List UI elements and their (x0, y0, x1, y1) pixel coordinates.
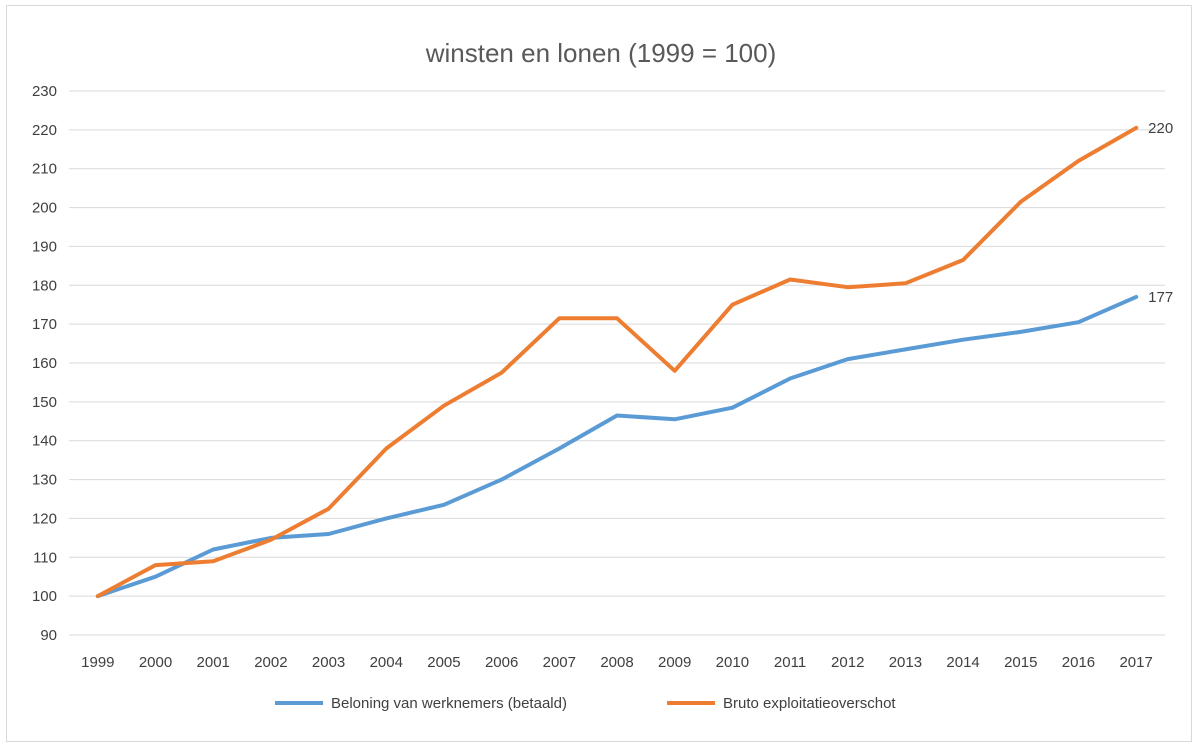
y-tick-label: 130 (32, 472, 57, 489)
series-lines (95, 125, 1139, 599)
x-tick-label: 2016 (1062, 654, 1095, 671)
x-tick-label: 2007 (543, 654, 576, 671)
x-tick-label: 2003 (312, 654, 345, 671)
y-tick-label: 150 (32, 394, 57, 411)
legend-label: Beloning van werknemers (betaald) (331, 695, 567, 712)
legend-label: Bruto exploitatieoverschot (723, 695, 896, 712)
gridlines (69, 90, 1165, 636)
y-tick-label: 140 (32, 433, 57, 450)
end-value-label: 220 (1148, 120, 1173, 137)
y-tick-label: 90 (40, 627, 57, 644)
x-tick-label: 1999 (81, 654, 114, 671)
y-tick-label: 190 (32, 238, 57, 255)
x-tick-label: 2002 (254, 654, 287, 671)
y-tick-label: 100 (32, 588, 57, 605)
x-tick-label: 2001 (197, 654, 230, 671)
y-tick-label: 230 (32, 83, 57, 100)
x-tick-label: 2009 (658, 654, 691, 671)
x-tick-label: 2014 (946, 654, 979, 671)
end-value-label: 177 (1148, 289, 1173, 306)
x-tick-label: 2017 (1119, 654, 1152, 671)
y-axis-ticks: 90 100 110 120 130 140 150 160 170 180 190 200 210 22… (32, 83, 57, 644)
y-tick-label: 180 (32, 277, 57, 294)
chart-title: winsten en lonen (1999 = 100) (425, 38, 777, 68)
x-tick-label: 2012 (831, 654, 864, 671)
x-tick-label: 2004 (370, 654, 403, 671)
x-tick-label: 2008 (600, 654, 633, 671)
x-tick-label: 2005 (427, 654, 460, 671)
x-tick-label: 2011 (774, 654, 806, 671)
y-tick-label: 120 (32, 510, 57, 527)
x-tick-label: 2006 (485, 654, 518, 671)
y-tick-label: 210 (32, 161, 57, 178)
x-tick-label: 2013 (889, 654, 922, 671)
y-tick-label: 160 (32, 355, 57, 372)
legend: Beloning van werknemers (betaald) Bruto e… (275, 695, 896, 712)
y-tick-label: 170 (32, 316, 57, 333)
y-tick-label: 110 (33, 549, 57, 566)
y-tick-label: 200 (32, 200, 57, 217)
x-tick-label: 2010 (716, 654, 749, 671)
y-tick-label: 220 (32, 122, 57, 139)
series-line-beloning (95, 294, 1139, 599)
x-tick-label: 2000 (139, 654, 172, 671)
line-chart: winsten en lonen (1999 = 100) 90 100 110 12… (32, 38, 1173, 712)
chart-frame: winsten en lonen (1999 = 100) 90 100 110 12… (6, 5, 1192, 742)
x-tick-label: 2015 (1004, 654, 1037, 671)
series-line-bruto (95, 125, 1139, 599)
end-labels: 177 220 (1148, 120, 1173, 306)
x-axis-ticks: 1999 2000 2001 2002 2003 2004 2005 2006 2007 2008… (81, 654, 1153, 671)
